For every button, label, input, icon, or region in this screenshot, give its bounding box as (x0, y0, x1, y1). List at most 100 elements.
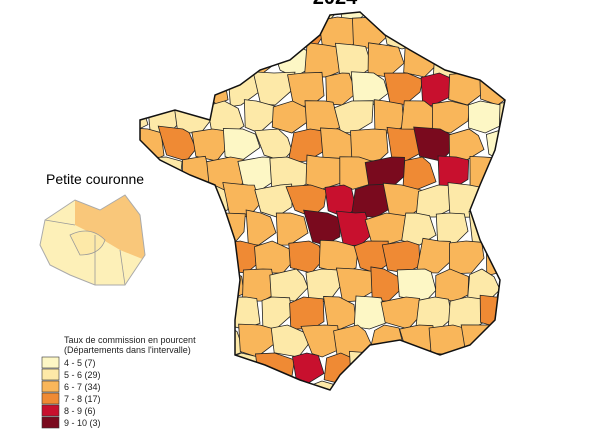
france-outline (139, 11, 506, 391)
department (191, 128, 229, 162)
department (222, 128, 261, 162)
department (396, 268, 437, 302)
department (349, 350, 389, 388)
department (261, 296, 293, 330)
department (254, 128, 293, 162)
department (414, 352, 455, 388)
department (161, 296, 197, 330)
department (269, 268, 309, 302)
department (492, 43, 505, 79)
department (309, 380, 341, 390)
department (275, 212, 309, 246)
department (412, 14, 454, 50)
department (462, 42, 501, 78)
department (174, 42, 213, 78)
department (468, 210, 501, 247)
department (383, 72, 424, 106)
department (495, 155, 505, 193)
department (175, 265, 213, 303)
department (512, 353, 548, 385)
department (140, 352, 165, 386)
department (446, 16, 487, 50)
department (140, 44, 149, 78)
legend-swatch (41, 404, 60, 417)
department (318, 239, 359, 274)
department (209, 44, 245, 78)
department (165, 184, 197, 218)
department (509, 239, 548, 276)
department (350, 71, 389, 106)
map-title: 2024 (313, 0, 358, 9)
department (494, 212, 505, 246)
department (285, 184, 328, 218)
department (447, 182, 487, 219)
legend-label: 4 - 5 (7) (64, 358, 96, 368)
department (207, 212, 246, 246)
department (338, 379, 373, 390)
department (159, 13, 197, 50)
department (495, 378, 505, 390)
legend-title: (Départements dans l'intervalle) (64, 345, 191, 355)
department (448, 240, 485, 275)
department (303, 209, 341, 246)
department (304, 42, 341, 78)
department (415, 237, 453, 274)
legend-label: 5 - 6 (29) (64, 370, 101, 380)
department (192, 70, 229, 106)
department (239, 12, 277, 22)
department (140, 16, 165, 50)
department (176, 12, 213, 25)
department (140, 12, 149, 23)
department (444, 352, 485, 387)
legend-title: Taux de commission en pourcent (64, 335, 196, 345)
department (496, 268, 505, 302)
department (333, 100, 374, 134)
department (380, 352, 421, 386)
department (241, 380, 280, 390)
department (195, 184, 229, 218)
department (437, 380, 470, 390)
department (289, 296, 325, 330)
department (401, 212, 437, 246)
legend: Taux de commission en pourcent(Départeme… (41, 335, 196, 429)
inset-label: Petite couronne (46, 171, 144, 187)
department (181, 212, 213, 246)
legend-swatch (41, 356, 60, 369)
legend-label: 7 - 8 (17) (64, 394, 101, 404)
department (448, 72, 485, 106)
department (479, 184, 505, 218)
department (371, 12, 405, 24)
legend-label: 9 - 10 (3) (64, 418, 101, 428)
department (258, 16, 293, 50)
department (268, 12, 309, 22)
legend-swatch (41, 380, 60, 393)
department (140, 379, 149, 390)
department (512, 17, 548, 49)
department (291, 352, 325, 386)
department (288, 240, 325, 274)
department (470, 378, 501, 390)
department (380, 296, 421, 330)
department (401, 380, 439, 390)
department (460, 324, 501, 359)
department (435, 212, 469, 246)
department (509, 296, 548, 329)
department (432, 100, 471, 134)
department (436, 12, 469, 22)
department (140, 296, 165, 330)
department (514, 71, 549, 105)
department (141, 268, 183, 302)
department (463, 12, 501, 22)
legend-swatch (41, 368, 60, 381)
department (159, 352, 200, 386)
department (485, 128, 505, 162)
department (146, 380, 181, 390)
department (254, 240, 293, 274)
department (482, 350, 505, 386)
legend-label: 6 - 7 (34) (64, 382, 101, 392)
department (254, 183, 293, 218)
department (140, 72, 165, 108)
inset-outline (39, 194, 146, 286)
department (367, 42, 405, 78)
